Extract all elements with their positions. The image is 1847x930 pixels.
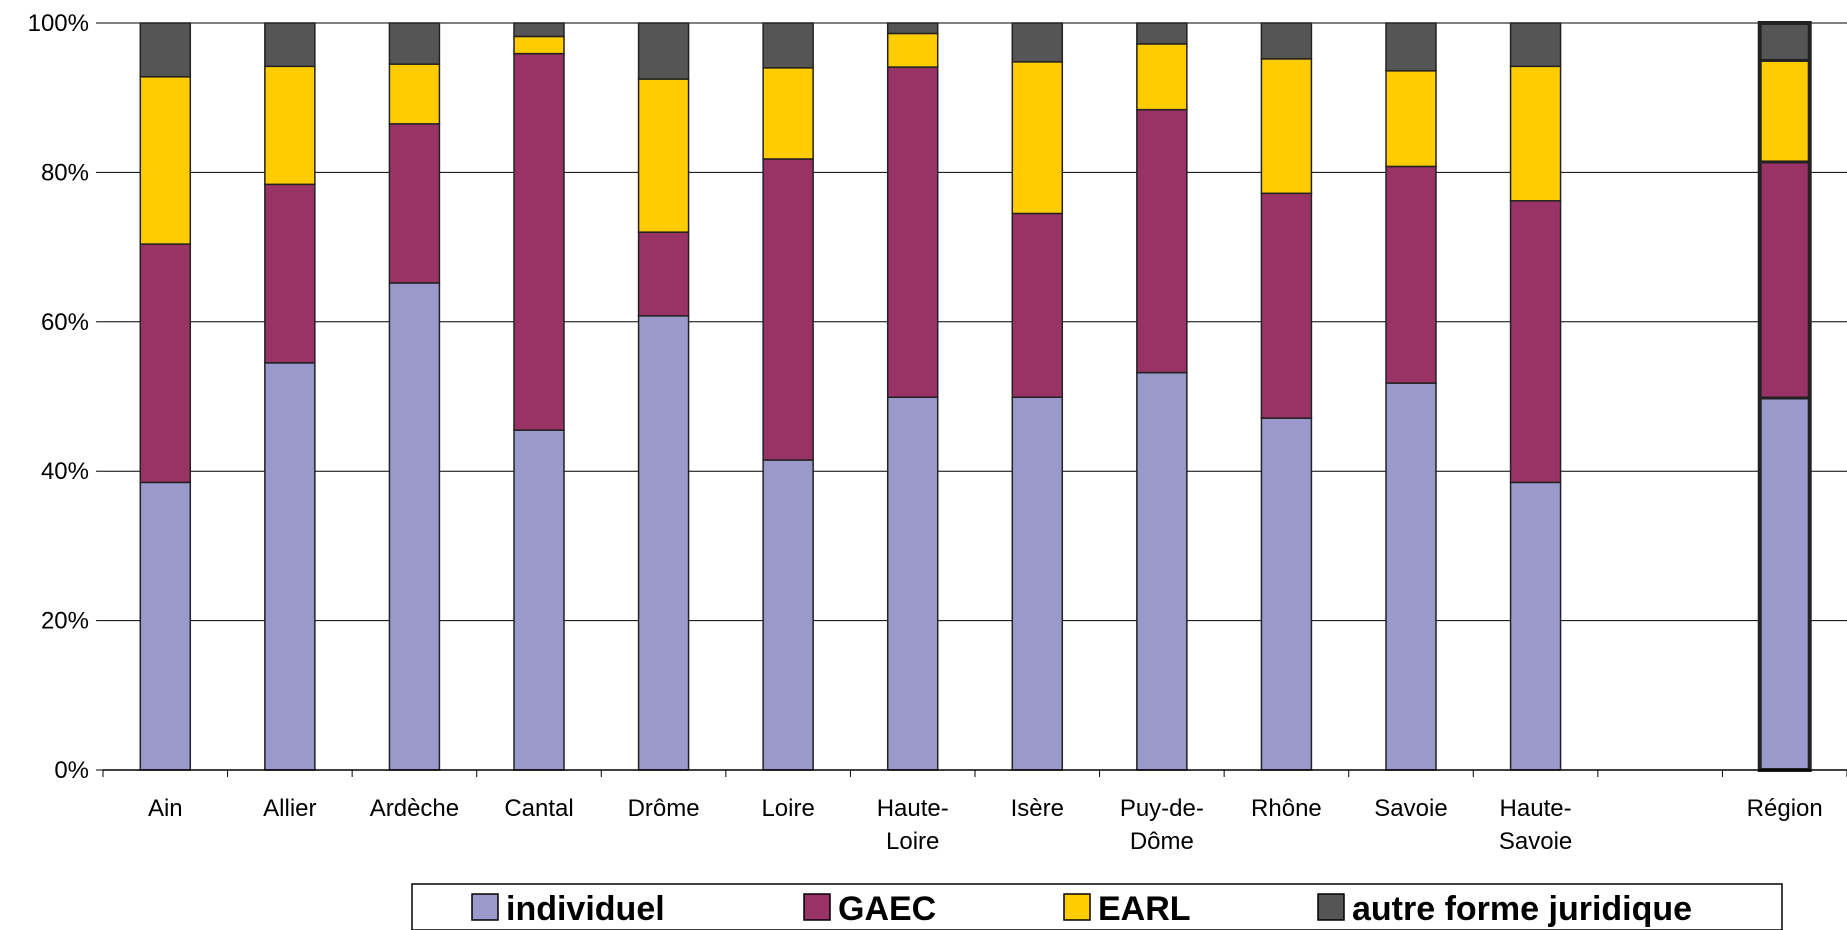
x-tick-label: Cantal: [504, 795, 573, 822]
x-tick-label: Ain: [148, 795, 183, 822]
bar-segment: [1011, 212, 1064, 398]
bar-segment: [388, 22, 441, 65]
bar-segment: [1509, 22, 1562, 68]
bar-segment: [886, 66, 939, 398]
bar-segment: [1758, 160, 1812, 400]
y-tick-label: 100%: [28, 10, 89, 37]
bar-segment: [264, 183, 316, 364]
x-tick-label: Savoie: [1499, 828, 1572, 855]
legend-label: GAEC: [838, 890, 936, 928]
bar-segment: [1011, 61, 1064, 215]
bar-segment: [139, 22, 192, 78]
legend-label: EARL: [1098, 890, 1191, 928]
y-tick-label: 40%: [41, 458, 89, 485]
x-tick-label: Ardèche: [370, 795, 459, 822]
bar-segment: [1011, 396, 1064, 771]
bar-segment: [637, 22, 690, 80]
bar-segment: [1260, 192, 1313, 419]
y-axis-ticks: 0% 20% 40% 60% 80% 100%: [28, 10, 103, 784]
y-tick-label: 80%: [41, 159, 89, 186]
bar-segment: [1758, 396, 1812, 772]
bar-segment: [1509, 65, 1562, 202]
bar-segment: [1136, 371, 1188, 771]
x-tick-label: Savoie: [1374, 795, 1447, 822]
bar-segment: [762, 67, 814, 160]
bar-segment: [1385, 165, 1437, 384]
bar-segment: [762, 459, 814, 771]
bar-segment: [1260, 58, 1313, 195]
bar-segment: [1136, 108, 1188, 374]
x-tick-label: Haute-: [1500, 795, 1572, 822]
bar-segment: [1011, 22, 1064, 63]
bar-segment: [1509, 481, 1562, 771]
bar-segment: [513, 22, 565, 38]
y-tick-label: 60%: [41, 309, 89, 336]
bar-segment: [1385, 70, 1437, 168]
bar-segment: [513, 52, 565, 431]
x-tick-label: Rhône: [1251, 795, 1322, 822]
bar-segment: [139, 481, 192, 771]
x-tick-label: Loire: [761, 795, 814, 822]
legend-label: autre forme juridique: [1352, 890, 1692, 928]
bar-segment: [1758, 21, 1812, 62]
bar-segment: [1260, 22, 1313, 60]
x-tick-label: Puy-de-: [1120, 795, 1204, 822]
x-tick-label: Drôme: [628, 795, 700, 822]
legend-swatch: [1317, 893, 1345, 921]
bar-segment: [886, 32, 939, 68]
bar-segment: [886, 396, 939, 771]
y-tick-label: 20%: [41, 608, 89, 635]
bar-segment: [139, 243, 192, 484]
x-tick-label: Allier: [263, 795, 316, 822]
legend-swatch: [471, 893, 499, 921]
bar-segment: [264, 65, 316, 186]
legend-swatch: [803, 893, 831, 921]
bar-segment: [1758, 58, 1812, 164]
bar-segment: [388, 63, 441, 125]
bar-segment: [1509, 200, 1562, 484]
x-tick-label: Région: [1747, 795, 1823, 822]
x-tick-label: Loire: [886, 828, 939, 855]
bar-segment: [637, 231, 690, 317]
bar-segment: [388, 123, 441, 284]
bar-segment: [637, 78, 690, 233]
grid-lines: [103, 22, 1847, 622]
bar-segment: [762, 22, 814, 69]
bar-segment: [762, 158, 814, 461]
bar-segment: [886, 22, 939, 35]
x-axis-labels: Ain Allier Ardèche Cantal Drôme Loire Haute- Lo…: [148, 795, 1823, 855]
x-tick-label: Dôme: [1130, 828, 1194, 855]
bar-segment: [1260, 417, 1313, 771]
bar-segment: [388, 282, 441, 771]
bar-segment: [1136, 43, 1188, 111]
bar-segment: [1385, 382, 1437, 771]
y-tick-label: 0%: [54, 757, 89, 784]
bar-segment: [513, 429, 565, 771]
legend-swatch: [1063, 893, 1091, 921]
legend: individuel GAEC EARL autre forme juridique: [411, 883, 1783, 930]
bar-segment: [139, 76, 192, 245]
legend-label: individuel: [506, 890, 665, 928]
x-axis: [102, 769, 1847, 777]
bar-segment: [637, 315, 690, 771]
x-tick-label: Haute-: [877, 795, 949, 822]
legend-box: [411, 883, 1783, 930]
x-tick-label: Isère: [1011, 795, 1064, 822]
bar-segment: [264, 22, 316, 68]
bars: [139, 21, 1812, 772]
bar-segment: [1136, 22, 1188, 45]
bar-segment: [513, 35, 565, 55]
bar-segment: [264, 362, 316, 771]
bar-segment: [1385, 22, 1437, 72]
